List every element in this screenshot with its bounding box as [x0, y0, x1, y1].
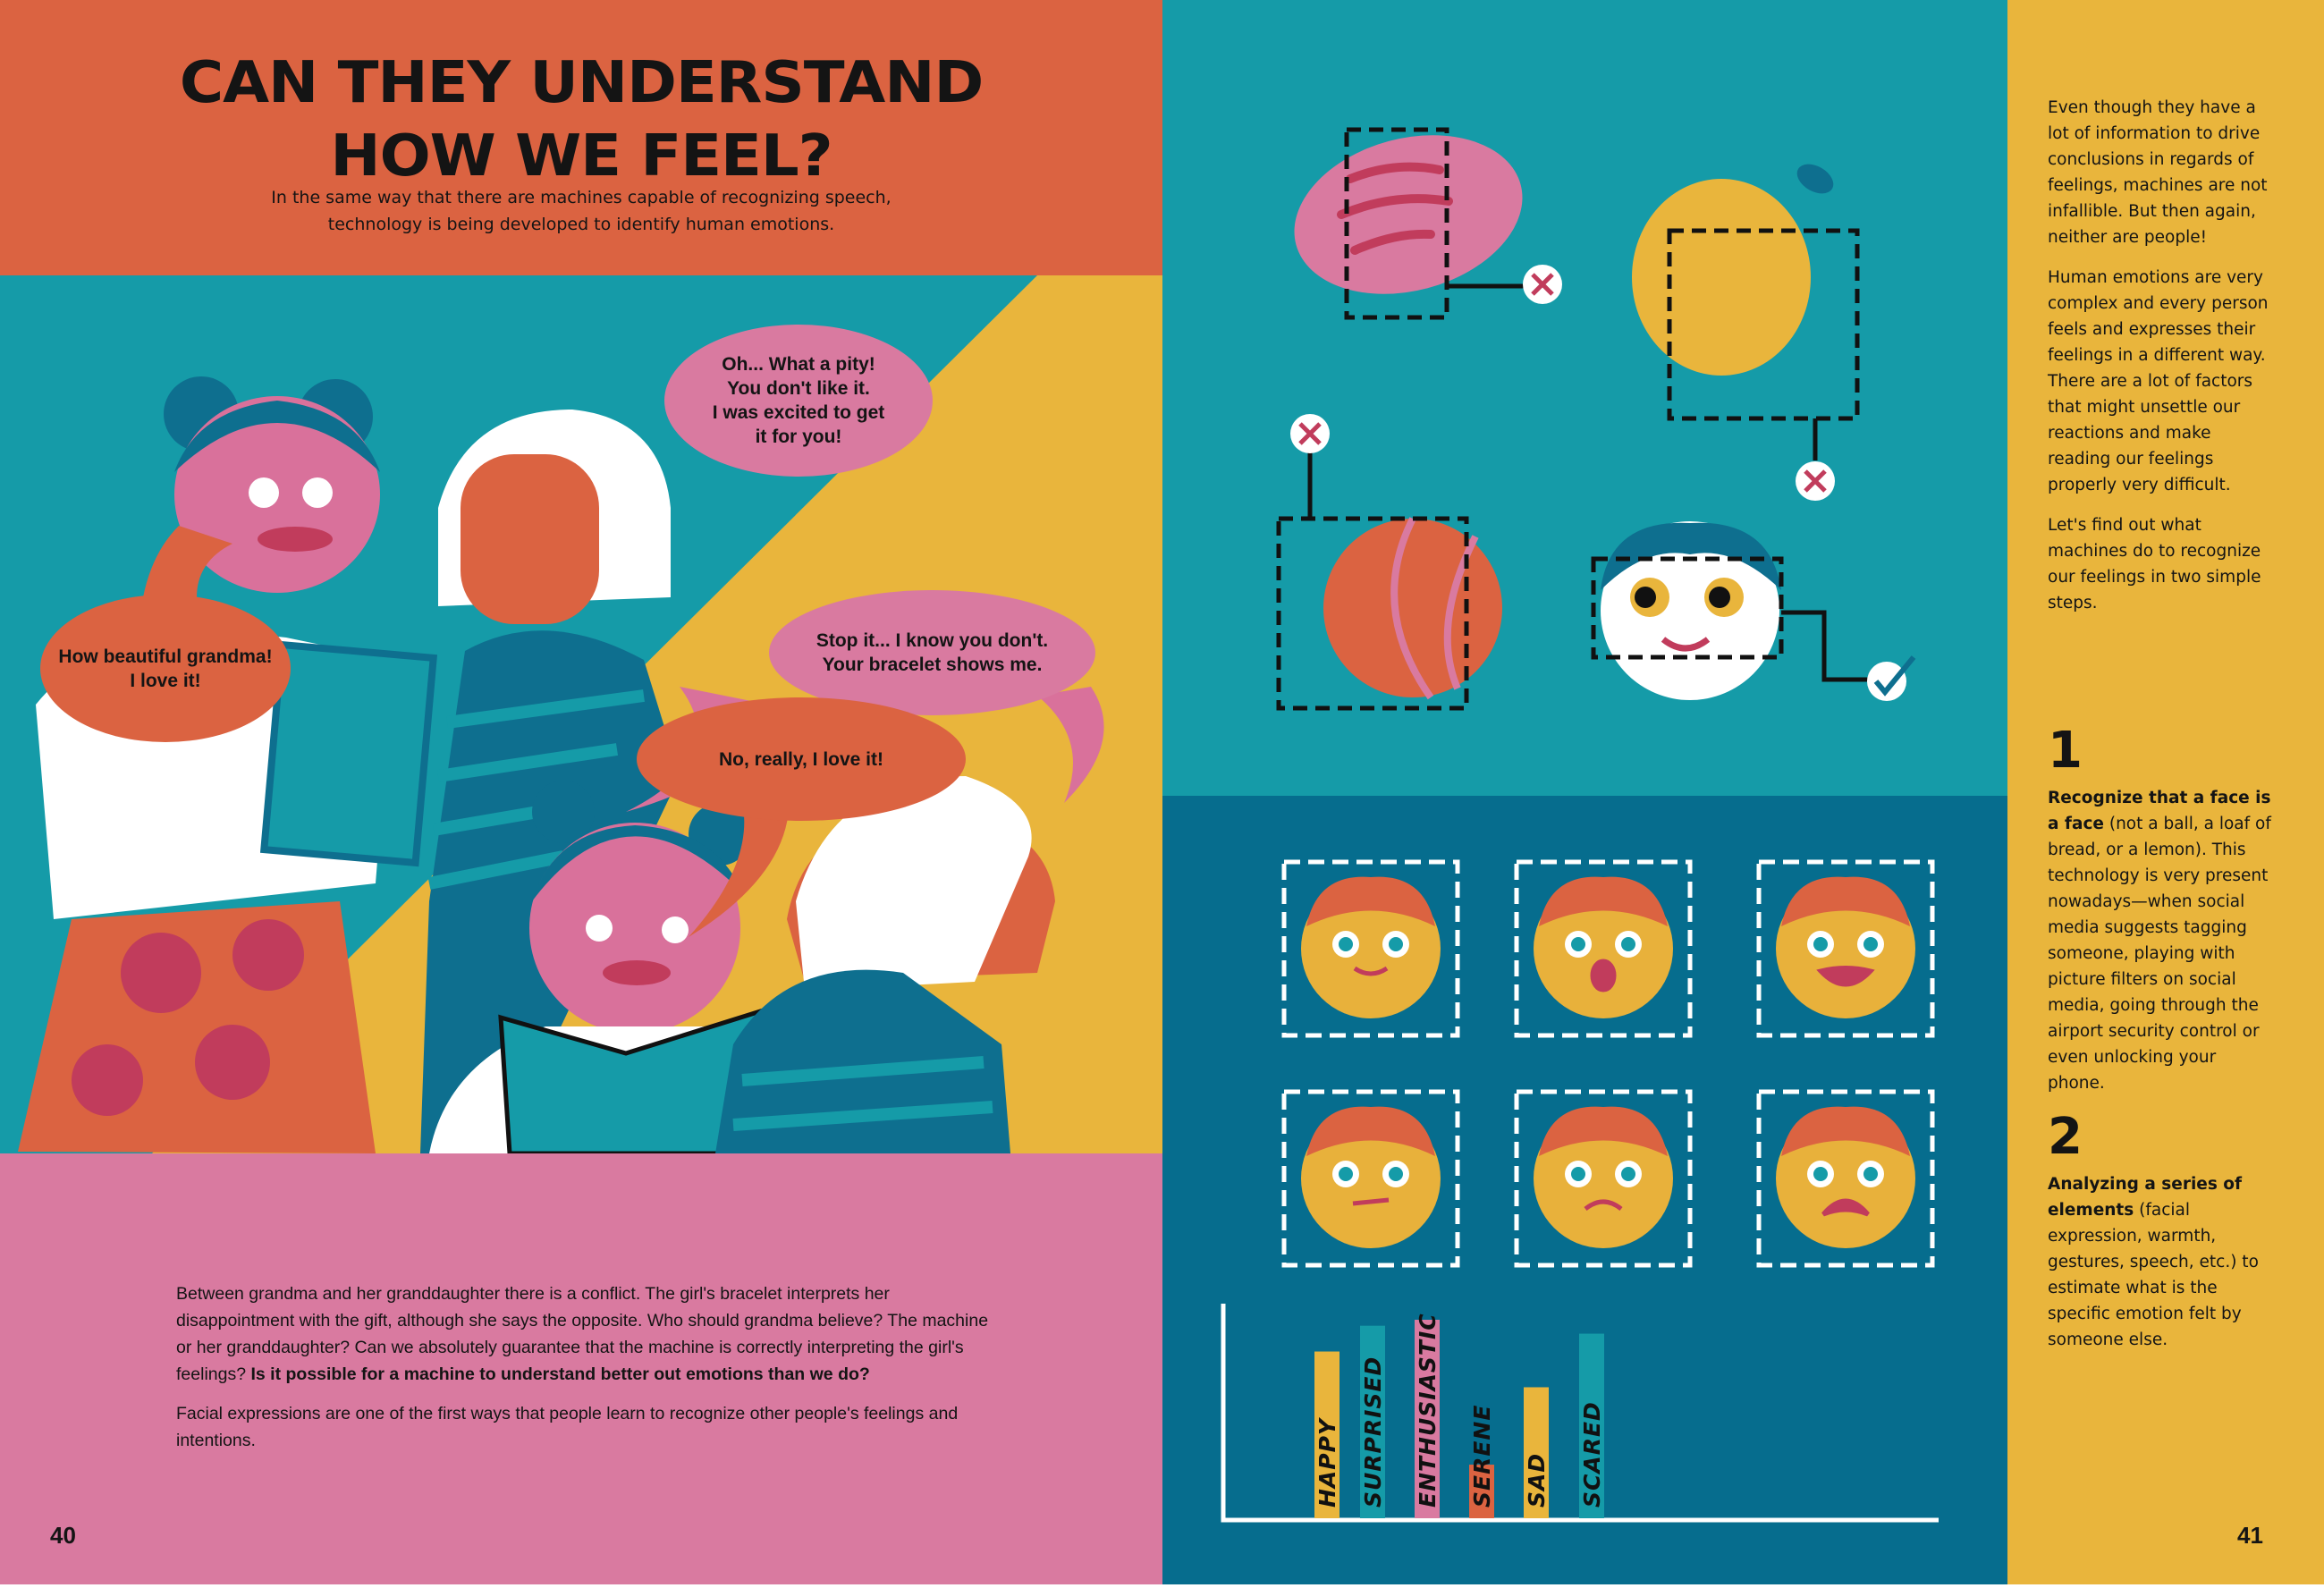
left-header — [0, 0, 1162, 275]
chart-bar-happy — [1314, 1351, 1339, 1518]
intro-paragraph: Human emotions are very complex and ever… — [2048, 268, 2269, 494]
step-bold: Recognize that a face is a face — [2048, 789, 2271, 833]
chart-bar-surprised — [1360, 1325, 1385, 1518]
chart-label-surprised: SURPRISED — [1360, 1356, 1386, 1508]
right-bottom-panel: HAPPY SURPRISED ENTHUSIASTIC SERENE SAD SCARE… — [1162, 796, 2007, 1584]
step-text: Recognize that a face is a face (not a b… — [2048, 785, 2273, 1096]
step-body: (facial expression, warmth, gestures, sp… — [2048, 1201, 2259, 1349]
intro-paragraph: Let's find out what machines do to recog… — [2048, 516, 2261, 612]
page-number-left: 40 — [50, 1522, 76, 1549]
face-object — [1591, 521, 1869, 700]
speech-bubble-grandma-2: Stop it... I know you don't. Your bracel… — [769, 590, 1095, 715]
step-number: 2 — [2048, 1108, 2083, 1166]
chart-bar-sad — [1524, 1387, 1549, 1518]
paragraph-1-bold: Is it possible for a machine to understa… — [250, 1364, 870, 1384]
x-mark-icon — [1290, 414, 1330, 453]
bread-object — [1294, 127, 1525, 320]
right-column — [2007, 0, 2324, 1584]
emotion-face — [1281, 859, 1460, 1038]
check-mark-icon — [1867, 655, 1916, 701]
lemon-object — [1632, 164, 1860, 460]
x-mark-icon — [1523, 265, 1562, 304]
emotion-face — [1756, 859, 1935, 1038]
page-title: CAN THEY UNDERSTAND HOW WE FEEL? — [0, 46, 1192, 193]
paragraph-2: Facial expressions are one of the first … — [176, 1404, 959, 1450]
emotion-face — [1514, 859, 1693, 1038]
paragraph-1-text: Between grandma and her granddaughter th… — [176, 1284, 989, 1384]
right-top-panel — [1162, 0, 2007, 796]
chart-bar-enthusiastic — [1415, 1320, 1440, 1518]
steps: 1 Recognize that a face is a face (not a… — [2048, 724, 2273, 1367]
step-bold: Analyzing a series of elements — [2048, 1175, 2243, 1220]
paragraph-1: Between grandma and her granddaughter th… — [176, 1280, 999, 1388]
emotion-face — [1514, 1089, 1693, 1268]
chart-axes — [1221, 1304, 1939, 1523]
step-text: Analyzing a series of elements (facial e… — [2048, 1171, 2273, 1353]
emotion-faces-and-chart: HAPPY SURPRISED ENTHUSIASTIC SERENE SAD SCARE… — [1221, 859, 1939, 1523]
body-text: Between grandma and her granddaughter th… — [176, 1280, 999, 1466]
speech-bubble-girl-2: No, really, I love it! — [637, 697, 966, 821]
chart-bar-serene — [1469, 1465, 1494, 1518]
chart-label-enthusiastic: ENTHUSIASTIC — [1415, 1313, 1441, 1508]
title-line-2: HOW WE FEEL? — [330, 123, 832, 190]
chart-label-happy: HAPPY — [1314, 1416, 1340, 1508]
page-number-right: 41 — [2237, 1522, 2263, 1549]
face-detection-illustration — [1276, 127, 1916, 711]
intro-paragraph: Even though they have a lot of informati… — [2048, 98, 2268, 247]
step-body: (not a ball, a loaf of bread, or a lemon… — [2048, 815, 2271, 1093]
ball-object — [1276, 452, 1502, 711]
chart-label-serene: SERENE — [1469, 1405, 1495, 1508]
chart-bar-scared — [1579, 1333, 1604, 1518]
speech-bubble-grandma-1: Oh... What a pity! You don't like it. I … — [664, 325, 933, 477]
speech-bubble-girl-1: How beautiful grandma! I love it! — [40, 595, 291, 742]
reading-scene-illustration — [0, 275, 1162, 1156]
title-line-1: CAN THEY UNDERSTAND — [179, 50, 984, 116]
left-bottom-panel — [0, 1153, 1162, 1584]
emotion-face — [1281, 1089, 1460, 1268]
subtitle: In the same way that there are machines … — [271, 188, 892, 234]
step-number: 1 — [2048, 722, 2083, 780]
right-column-text: Even though they have a lot of informati… — [2048, 95, 2273, 630]
emotion-face — [1756, 1089, 1935, 1268]
chart-label-sad: SAD — [1524, 1453, 1550, 1508]
x-mark-icon — [1796, 461, 1835, 501]
chart-label-scared: SCARED — [1579, 1401, 1605, 1508]
left-illustration — [0, 275, 1162, 1156]
